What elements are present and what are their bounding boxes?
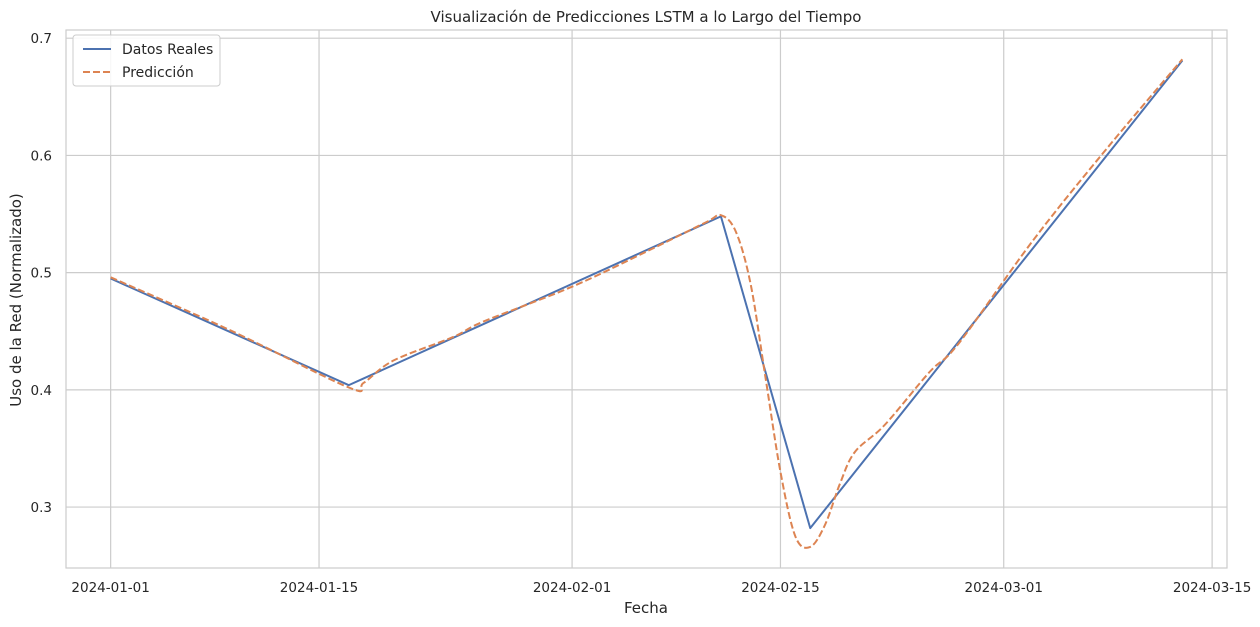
x-tick-label-0: 2024-01-01 [71,580,149,596]
x-tick-label-4: 2024-03-01 [964,580,1042,596]
y-tick-label-1: 0.4 [31,383,52,399]
y-tick-label-4: 0.7 [31,31,52,47]
series-line-pred [110,58,1184,549]
x-axis-label: Fecha [624,599,668,617]
grid-lines [66,30,1227,568]
y-axis-label: Uso de la Red (Normalizado) [7,193,25,407]
legend-label-pred: Predicción [122,65,194,81]
y-tick-label-0: 0.3 [31,500,52,516]
chart-title: Visualización de Predicciones LSTM a lo … [431,8,862,26]
x-tick-label-1: 2024-01-15 [280,580,358,596]
x-tick-label-3: 2024-02-15 [741,580,819,596]
x-tick-label-5: 2024-03-15 [1173,580,1251,596]
y-tick-label-2: 0.5 [31,266,52,282]
legend: Datos Reales Predicción [72,34,221,87]
plot-border [65,29,1228,569]
series-lines [110,58,1184,549]
x-tick-labels: 2024-01-01 2024-01-15 2024-02-01 2024-02-15… [71,580,1251,596]
legend-frame [72,34,221,87]
x-tick-label-2: 2024-02-01 [533,580,611,596]
y-tick-label-3: 0.6 [31,148,52,164]
plot-frame [65,29,1228,569]
y-tick-labels: 0.3 0.4 0.5 0.6 0.7 [31,31,52,516]
legend-label-real: Datos Reales [122,42,213,58]
